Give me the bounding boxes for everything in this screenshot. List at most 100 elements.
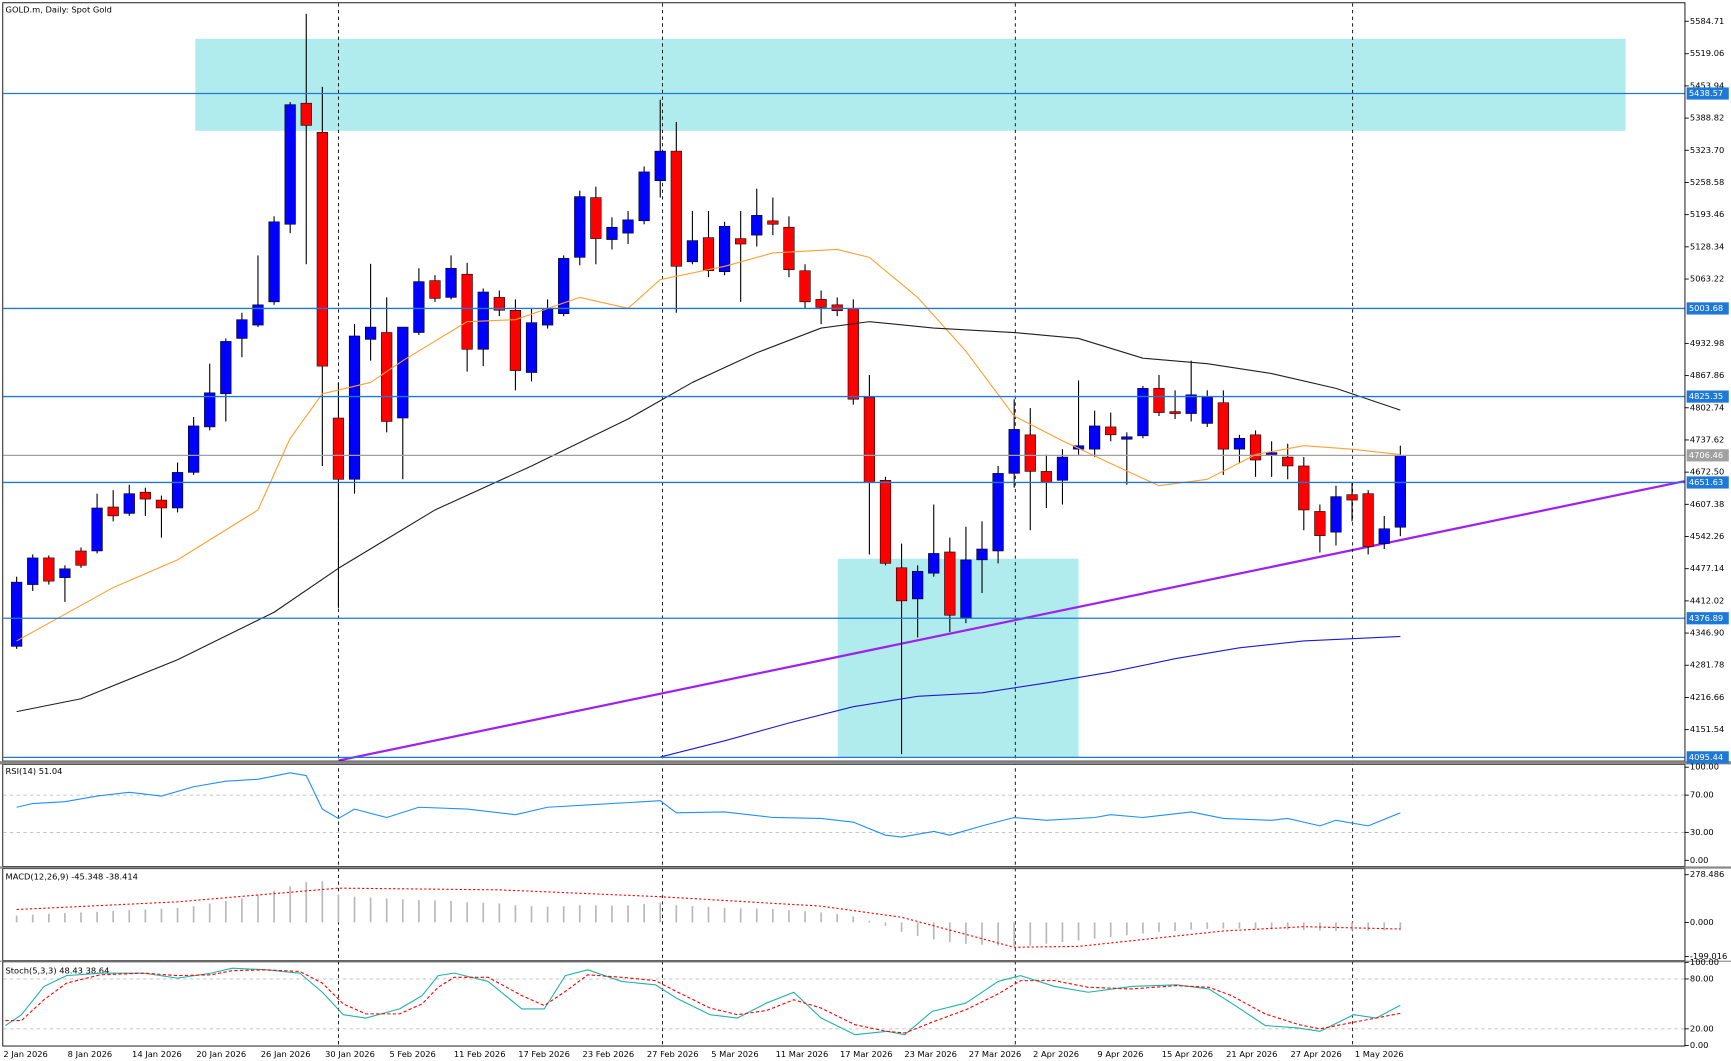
candle-body — [139, 491, 151, 500]
x-tick-label: 2 Apr 2026 — [1033, 1049, 1079, 1059]
candle-body — [1394, 455, 1406, 528]
x-tick-label: 26 Jan 2026 — [261, 1049, 311, 1059]
candle-body — [638, 171, 650, 222]
x-tick-label: 15 Apr 2026 — [1162, 1049, 1213, 1059]
candle-body — [992, 473, 1004, 552]
level-box — [1686, 751, 1729, 764]
y-tick-label: 5584.71 — [1690, 16, 1724, 26]
y-tick-label: 4346.90 — [1690, 628, 1724, 638]
candle-body — [365, 326, 377, 340]
candle-body — [606, 226, 618, 240]
x-tick-label: 27 Feb 2026 — [647, 1049, 699, 1059]
level-label: 4095.44 — [1689, 752, 1723, 762]
level-label: 4651.63 — [1689, 477, 1723, 487]
x-tick-label: 11 Feb 2026 — [454, 1049, 506, 1059]
candle-body — [525, 322, 538, 373]
y-tick-label: 4802.74 — [1690, 402, 1724, 412]
candle-body — [799, 270, 811, 303]
candle-body — [1121, 436, 1133, 440]
chart-title: GOLD.m, Daily: Spot Gold — [6, 4, 112, 14]
x-tick-label: 21 Apr 2026 — [1226, 1049, 1277, 1059]
y-tick-label: 5193.46 — [1690, 209, 1724, 219]
y-tick-label: 4607.38 — [1690, 499, 1724, 509]
candle-body — [1298, 465, 1310, 511]
candle-body — [960, 559, 972, 618]
candle-body — [1330, 496, 1342, 533]
level-label: 4376.89 — [1689, 613, 1723, 623]
candle-body — [1346, 494, 1358, 501]
candle-body — [284, 104, 296, 225]
candle-body — [300, 102, 312, 126]
y-tick-label: 4672.50 — [1690, 467, 1724, 477]
candle-body — [155, 499, 168, 509]
candle-body — [493, 297, 505, 311]
candle-body — [252, 304, 264, 326]
level-label: 5438.57 — [1689, 88, 1723, 98]
y-tick-label: 278.486 — [1690, 869, 1724, 879]
candle-body — [622, 219, 634, 234]
candle-body — [236, 319, 248, 339]
candle-body — [1072, 445, 1085, 450]
x-tick-label: 23 Feb 2026 — [583, 1049, 635, 1059]
candle-body — [976, 548, 988, 561]
candle-body — [1266, 452, 1278, 455]
candle-body — [316, 132, 328, 367]
x-tick-label: 17 Mar 2026 — [840, 1049, 893, 1059]
y-tick-label: 4542.26 — [1690, 531, 1724, 541]
candle-body — [1201, 396, 1213, 424]
level-label: 4706.46 — [1689, 450, 1723, 460]
indicator-line — [5, 969, 1401, 1034]
candle-body — [11, 581, 23, 647]
candle-body — [654, 150, 666, 182]
indicator-line — [16, 321, 1401, 713]
candle-body — [815, 299, 827, 308]
candle-body — [1169, 411, 1181, 414]
divider — [0, 960, 1731, 962]
divider — [0, 761, 1731, 765]
candle-body — [1282, 456, 1294, 467]
indicator-label: RSI(14) 51.04 — [6, 766, 63, 776]
candle-body — [783, 226, 795, 271]
y-tick-label: 5323.70 — [1690, 145, 1724, 155]
x-tick-label: 30 Jan 2026 — [325, 1049, 375, 1059]
indicator-line — [660, 635, 1401, 758]
divider — [0, 866, 1731, 869]
candle-body — [541, 309, 554, 326]
candle-body — [1056, 456, 1069, 481]
y-tick-label: 30.00 — [1690, 827, 1714, 837]
x-tick-label: 2 Jan 2026 — [3, 1049, 47, 1059]
candle-body — [461, 273, 473, 350]
y-tick-label: 20.00 — [1690, 1023, 1714, 1033]
x-tick-label: 20 Jan 2026 — [196, 1049, 246, 1059]
candle-body — [1314, 511, 1326, 536]
y-tick-label: 0.00 — [1690, 855, 1708, 865]
candle-body — [204, 392, 216, 428]
candle-body — [1089, 425, 1101, 450]
x-tick-label: 14 Jan 2026 — [132, 1049, 182, 1059]
y-tick-label: 4737.62 — [1690, 434, 1724, 444]
candle-body — [558, 258, 570, 315]
candle-body — [171, 472, 184, 509]
candle-body — [59, 568, 71, 578]
candle-body — [1233, 438, 1246, 450]
candle-body — [944, 551, 956, 616]
candle-body — [718, 225, 731, 272]
candle-body — [1378, 528, 1390, 544]
y-tick-label: 4477.14 — [1690, 563, 1724, 573]
indicator-label: MACD(12,26,9) -45.348 -38.414 — [6, 871, 138, 881]
y-tick-label: 5388.82 — [1690, 113, 1724, 123]
x-tick-label: 27 Mar 2026 — [969, 1049, 1022, 1059]
candle-body — [735, 238, 747, 245]
candle-body — [1362, 493, 1374, 547]
x-tick-label: 8 Jan 2026 — [68, 1049, 112, 1059]
y-tick-label: 4932.98 — [1690, 338, 1724, 348]
candle-body — [1105, 426, 1117, 436]
candle-body — [702, 237, 715, 272]
candle-body — [1217, 402, 1229, 450]
x-tick-label: 23 Mar 2026 — [904, 1049, 957, 1059]
y-tick-label: 4412.02 — [1690, 595, 1724, 605]
support-zone — [837, 558, 1079, 758]
candle-body — [123, 493, 135, 514]
x-tick-label: 5 Mar 2026 — [711, 1049, 758, 1059]
candle-body — [912, 570, 924, 600]
